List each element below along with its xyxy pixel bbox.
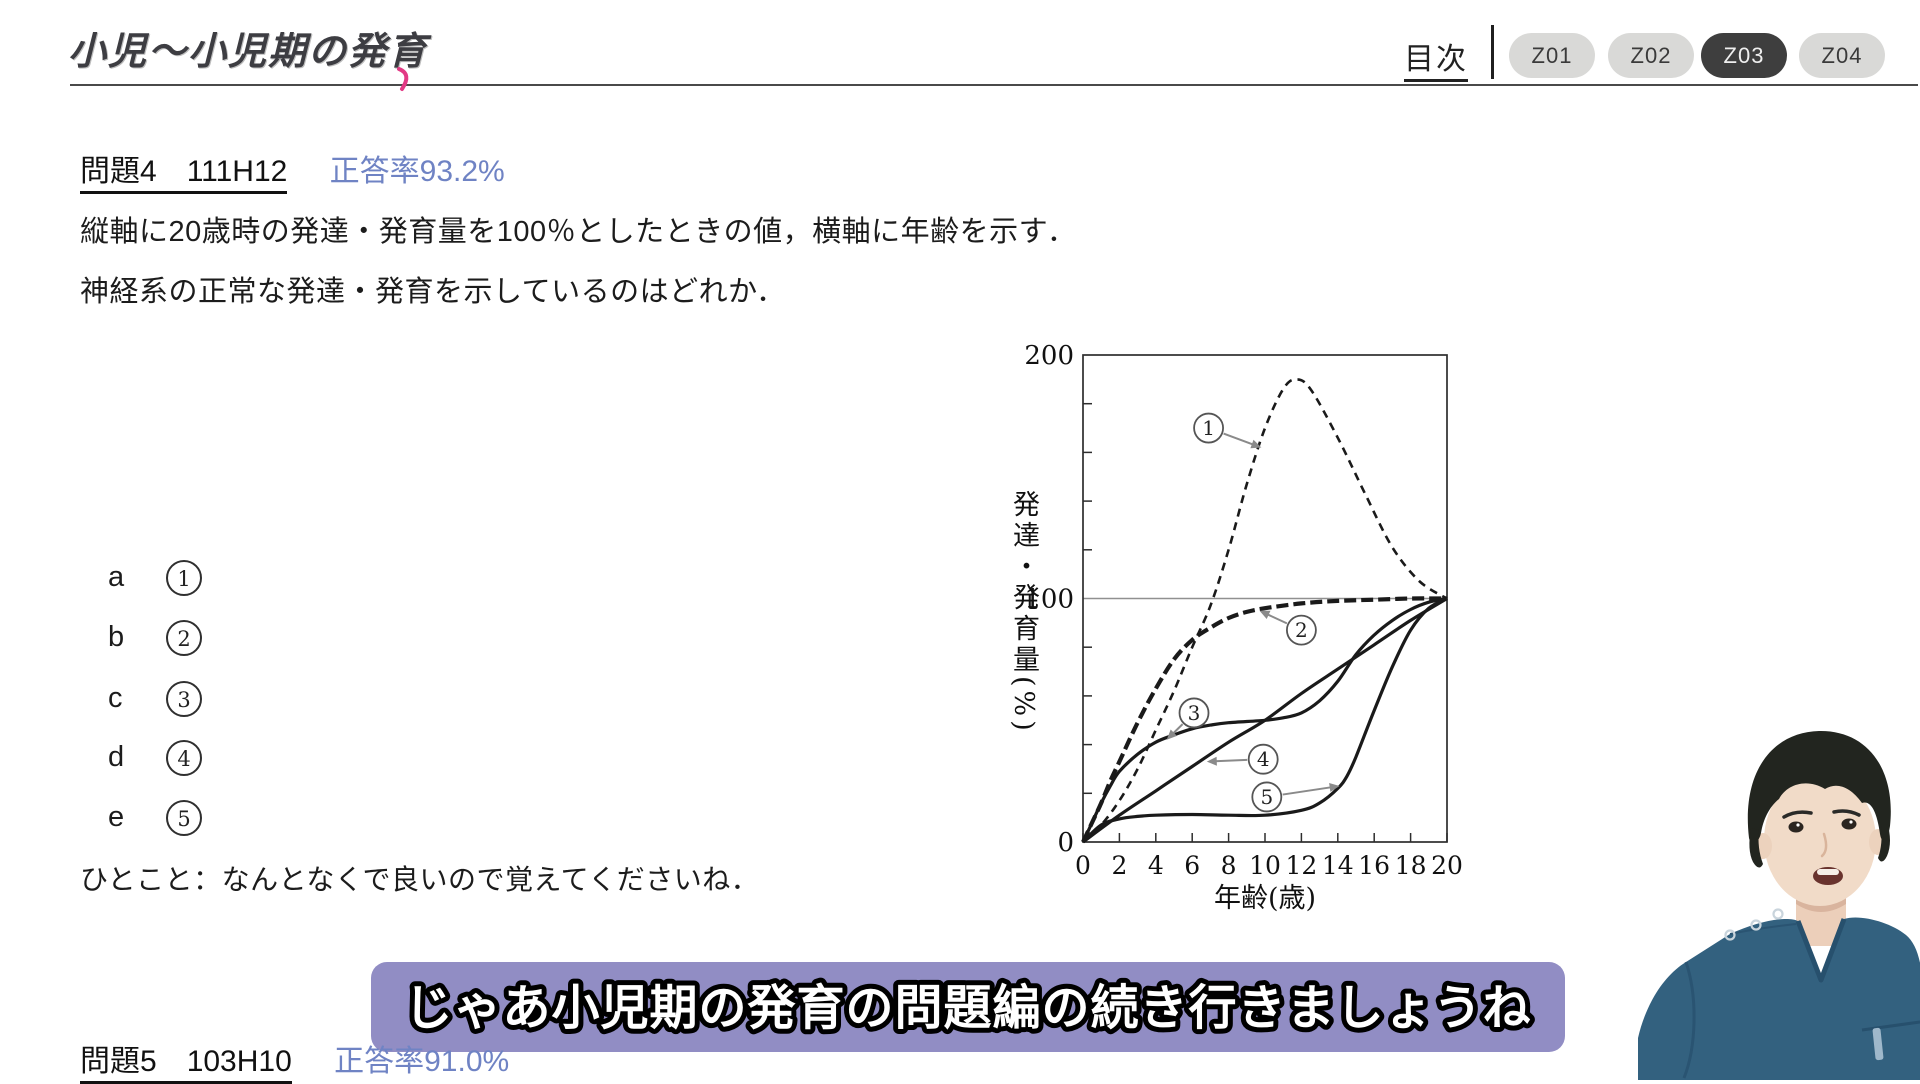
option-c-letter: c <box>108 682 123 714</box>
tab-z03[interactable]: Z03 <box>1701 33 1787 78</box>
presenter-avatar <box>1638 730 1920 1080</box>
subtitle-background <box>371 962 1565 1052</box>
svg-text:6: 6 <box>1184 851 1200 880</box>
presenter-hair <box>1747 730 1891 844</box>
pen-in-pocket <box>1872 1027 1884 1061</box>
question4-correct-rate: 正答率93.2% <box>329 155 505 188</box>
curve-3 <box>1081 596 1448 843</box>
question5-code: 103H10 <box>186 1045 292 1078</box>
question4-code: 111H12 <box>186 155 288 188</box>
presenter-eye-left <box>1788 821 1804 833</box>
presenter-eye-right <box>1841 818 1857 830</box>
curve-label-2 <box>1286 614 1317 646</box>
svg-text:0: 0 <box>1057 828 1074 858</box>
video-subtitle: じゃあ小児期の発育の問題編の続き行きましょうね <box>399 977 1535 1040</box>
curve-label-1 <box>1193 412 1224 444</box>
header-divider <box>70 84 1918 86</box>
presenter-scrub-top <box>1638 917 1920 1080</box>
svg-text:2: 2 <box>1295 618 1308 642</box>
question5-label: 問題5 <box>80 1045 157 1078</box>
option-a-choice: 1 <box>166 560 202 596</box>
nav-divider <box>1491 25 1494 79</box>
chart-y-axis-label: 発達・発育量(%) <box>1008 490 1039 735</box>
svg-text:5: 5 <box>1260 785 1273 809</box>
question4-note: ひとこと：なんとなくで良いので覚えてくださいね． <box>80 864 760 895</box>
option-d-choice: 4 <box>166 740 202 776</box>
svg-text:18: 18 <box>1395 851 1427 880</box>
svg-text:14: 14 <box>1322 851 1354 880</box>
question4-text-line1: 縦軸に20歳時の発達・発育量を100％としたときの値，横軸に年齢を示す． <box>80 216 1077 248</box>
option-b-choice: 2 <box>166 620 202 656</box>
subtitle-text: じゃあ小児期の発育の問題編の続き行きましょうね <box>404 982 1531 1035</box>
tab-z02[interactable]: Z02 <box>1608 33 1694 78</box>
curve-4 <box>1082 597 1448 844</box>
question4-label: 問題4 <box>80 155 157 188</box>
svg-text:1: 1 <box>1202 416 1215 440</box>
tab-z04[interactable]: Z04 <box>1799 33 1885 78</box>
option-e-letter: e <box>108 801 125 833</box>
question4-header: 問題4 111H12 正答率93.2% <box>80 146 505 194</box>
svg-text:20: 20 <box>1431 851 1463 880</box>
curve-label-3 <box>1178 697 1210 729</box>
svg-text:12: 12 <box>1285 851 1317 880</box>
svg-text:3: 3 <box>1188 701 1201 725</box>
tab-z01[interactable]: Z01 <box>1509 33 1595 78</box>
svg-text:4: 4 <box>1257 747 1270 771</box>
option-b-letter: b <box>108 621 125 653</box>
curve-5 <box>1081 597 1448 844</box>
question5-header: 問題5 103H10 正答率91.0% <box>80 1036 510 1084</box>
svg-text:0: 0 <box>1075 851 1091 880</box>
pink-chevron-icon <box>396 66 418 97</box>
curve-1 <box>1082 378 1448 843</box>
toc-link[interactable]: 目次 <box>1404 34 1468 82</box>
question4-text-line2: 神経系の正常な発達・発育を示しているのはどれか． <box>80 276 786 308</box>
svg-text:100: 100 <box>1024 585 1074 615</box>
option-e-choice: 5 <box>166 800 202 836</box>
page-title: 小児〜小児期の発育 <box>68 31 429 73</box>
chart-x-axis-label: 年齢(歳) <box>1213 883 1317 914</box>
curve-label-5 <box>1251 781 1283 813</box>
option-d-letter: d <box>108 741 125 773</box>
option-a-letter: a <box>108 561 125 593</box>
curve-label-4 <box>1247 743 1279 775</box>
svg-text:16: 16 <box>1358 851 1390 880</box>
option-c-choice: 3 <box>166 681 202 717</box>
svg-text:10: 10 <box>1249 851 1281 880</box>
question5-correct-rate: 正答率91.0% <box>334 1045 510 1078</box>
presenter-face <box>1764 774 1876 906</box>
svg-text:8: 8 <box>1221 851 1237 880</box>
svg-text:200: 200 <box>1024 341 1074 371</box>
curve-2 <box>1081 596 1448 843</box>
svg-text:4: 4 <box>1148 851 1164 880</box>
svg-text:2: 2 <box>1111 851 1127 880</box>
